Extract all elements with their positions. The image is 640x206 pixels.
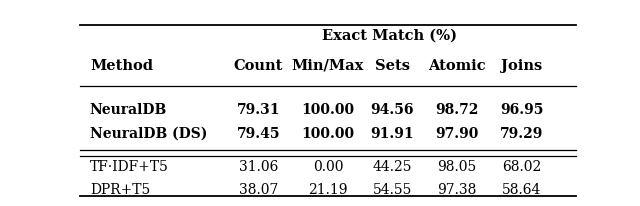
Text: 0.00: 0.00 bbox=[313, 160, 343, 174]
Text: 100.00: 100.00 bbox=[301, 127, 355, 141]
Text: 68.02: 68.02 bbox=[502, 160, 541, 174]
Text: 54.55: 54.55 bbox=[372, 184, 412, 198]
Text: DPR+T5: DPR+T5 bbox=[90, 184, 150, 198]
Text: 79.31: 79.31 bbox=[237, 103, 280, 117]
Text: 91.91: 91.91 bbox=[371, 127, 414, 141]
Text: NeuralDB (DS): NeuralDB (DS) bbox=[90, 127, 207, 141]
Text: Atomic: Atomic bbox=[428, 59, 486, 73]
Text: 21.19: 21.19 bbox=[308, 184, 348, 198]
Text: 100.00: 100.00 bbox=[301, 103, 355, 117]
Text: Exact Match (%): Exact Match (%) bbox=[323, 29, 458, 43]
Text: 31.06: 31.06 bbox=[239, 160, 278, 174]
Text: 94.56: 94.56 bbox=[371, 103, 414, 117]
Text: TF·IDF+T5: TF·IDF+T5 bbox=[90, 160, 169, 174]
Text: 79.45: 79.45 bbox=[237, 127, 280, 141]
Text: 79.29: 79.29 bbox=[500, 127, 543, 141]
Text: Method: Method bbox=[90, 59, 153, 73]
Text: NeuralDB: NeuralDB bbox=[90, 103, 167, 117]
Text: 44.25: 44.25 bbox=[372, 160, 412, 174]
Text: Count: Count bbox=[234, 59, 284, 73]
Text: 98.72: 98.72 bbox=[435, 103, 479, 117]
Text: 38.07: 38.07 bbox=[239, 184, 278, 198]
Text: 98.05: 98.05 bbox=[437, 160, 477, 174]
Text: 96.95: 96.95 bbox=[500, 103, 543, 117]
Text: 97.38: 97.38 bbox=[437, 184, 477, 198]
Text: 58.64: 58.64 bbox=[502, 184, 541, 198]
Text: Joins: Joins bbox=[501, 59, 542, 73]
Text: Min/Max: Min/Max bbox=[292, 59, 364, 73]
Text: 97.90: 97.90 bbox=[435, 127, 479, 141]
Text: Sets: Sets bbox=[375, 59, 410, 73]
